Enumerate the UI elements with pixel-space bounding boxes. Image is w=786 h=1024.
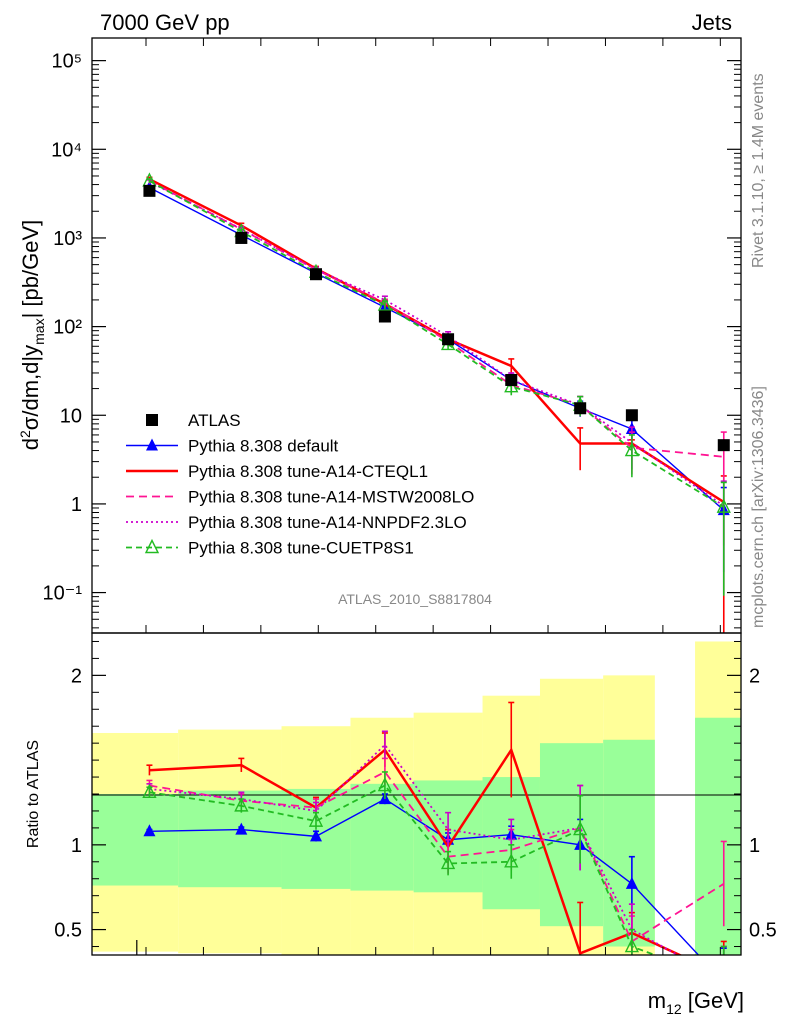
data-point xyxy=(573,821,588,836)
ratio-tick-label: 0.5 xyxy=(54,920,82,942)
data-point xyxy=(143,184,156,197)
y-tick-label: 1 xyxy=(71,494,82,516)
y-tick-label: 10⁻¹ xyxy=(43,583,83,605)
series-line xyxy=(148,180,725,508)
svg-text:m12 [GeV]: m12 [GeV] xyxy=(648,988,744,1017)
header-left: 7000 GeV pp xyxy=(100,10,230,35)
data-point xyxy=(309,829,322,842)
xlabel: m12 [GeV] xyxy=(648,988,744,1017)
series-line xyxy=(149,784,658,955)
data-point xyxy=(505,373,518,386)
ratio-tick-label-right: 0.5 xyxy=(749,920,777,942)
legend-entry: Pythia 8.308 tune-A14-NNPDF2.3LO xyxy=(126,513,467,532)
data-point xyxy=(442,333,455,346)
header-right: Jets xyxy=(692,10,732,35)
green-band-segment xyxy=(178,790,282,888)
ratio-tick-label-right: 1 xyxy=(749,835,760,857)
legend-label: Pythia 8.308 default xyxy=(188,437,339,456)
data-point xyxy=(235,231,248,244)
y-tick-label: 10 xyxy=(60,405,82,427)
data-point xyxy=(624,441,640,457)
legend-label: ATLAS xyxy=(188,411,241,430)
series-pythia-8-308-tune-a14-cteql1 xyxy=(146,176,727,633)
y-tick-label: 10² xyxy=(53,317,82,339)
data-point xyxy=(440,854,456,870)
ratio-tick-label: 2 xyxy=(71,665,82,687)
data-point xyxy=(378,310,391,323)
data-point xyxy=(504,853,519,868)
data-point xyxy=(718,975,730,987)
data-point xyxy=(234,797,249,812)
ratio-ylabel: Ratio to ATLAS xyxy=(25,740,42,848)
legend-marker xyxy=(144,538,160,554)
data-point xyxy=(574,402,587,415)
legend-entry: Pythia 8.308 tune-CUETP8S1 xyxy=(126,539,414,558)
legend-entry: Pythia 8.308 tune-A14-MSTW2008LO xyxy=(126,488,474,507)
main-panel xyxy=(142,172,731,633)
data-point xyxy=(143,824,156,837)
data-point xyxy=(625,409,638,422)
legend-marker xyxy=(146,414,158,426)
series-pythia-8-308-tune-cuetp8s1 xyxy=(142,172,731,596)
legend-label: Pythia 8.308 tune-CUETP8S1 xyxy=(188,539,414,558)
legend-entry: Pythia 8.308 default xyxy=(126,437,339,456)
green-band-segment xyxy=(92,794,179,886)
data-point xyxy=(309,268,322,281)
ratio-tick-label-right: 2 xyxy=(749,665,760,687)
data-point xyxy=(142,783,157,799)
legend-label: Pythia 8.308 tune-A14-CTEQL1 xyxy=(188,462,428,481)
data-point xyxy=(716,498,731,513)
legend-entry: ATLAS xyxy=(146,411,241,430)
mcplots-label: mcplots.cern.ch [arXiv:1306.3436] xyxy=(750,386,767,628)
main-ylabel: d2σ/dm,d|ymax| [pb/GeV] xyxy=(17,220,47,450)
legend-label: Pythia 8.308 tune-A14-NNPDF2.3LO xyxy=(188,513,467,532)
rivet-label: Rivet 3.1.10, ≥ 1.4M events xyxy=(750,73,767,268)
svg-text:d2σ/dm,d|ymax| [pb/GeV]: d2σ/dm,d|ymax| [pb/GeV] xyxy=(17,220,47,450)
data-point xyxy=(377,776,393,792)
legend-entry: Pythia 8.308 tune-A14-CTEQL1 xyxy=(126,462,428,481)
analysis-id: ATLAS_2010_S8817804 xyxy=(338,591,492,607)
data-point xyxy=(235,822,248,835)
y-tick-label: 10⁵ xyxy=(51,51,82,73)
series-pythia-8-308-tune-cuetp8s1 xyxy=(142,771,730,985)
data-point xyxy=(308,812,324,827)
legend-marker xyxy=(146,438,158,451)
legend-label: Pythia 8.308 tune-A14-MSTW2008LO xyxy=(188,488,474,507)
data-point xyxy=(624,937,640,953)
data-point xyxy=(625,876,638,889)
y-tick-label: 10³ xyxy=(53,228,82,250)
ratio-tick-label: 1 xyxy=(71,835,82,857)
series-line xyxy=(149,180,725,507)
legend: ATLAS Pythia 8.308 default Pythia 8.308 tu… xyxy=(126,411,474,558)
ratio-panel xyxy=(92,701,741,987)
y-tick-label: 10⁴ xyxy=(51,139,82,161)
data-point xyxy=(718,973,730,985)
data-point xyxy=(717,439,730,452)
data-point xyxy=(377,296,393,311)
green-band-segment xyxy=(539,743,604,927)
series-pythia-8-308-tune-a14-nnpdf2-3lo xyxy=(146,179,727,595)
green-band-segment xyxy=(695,717,741,955)
series-atlas xyxy=(143,184,730,452)
